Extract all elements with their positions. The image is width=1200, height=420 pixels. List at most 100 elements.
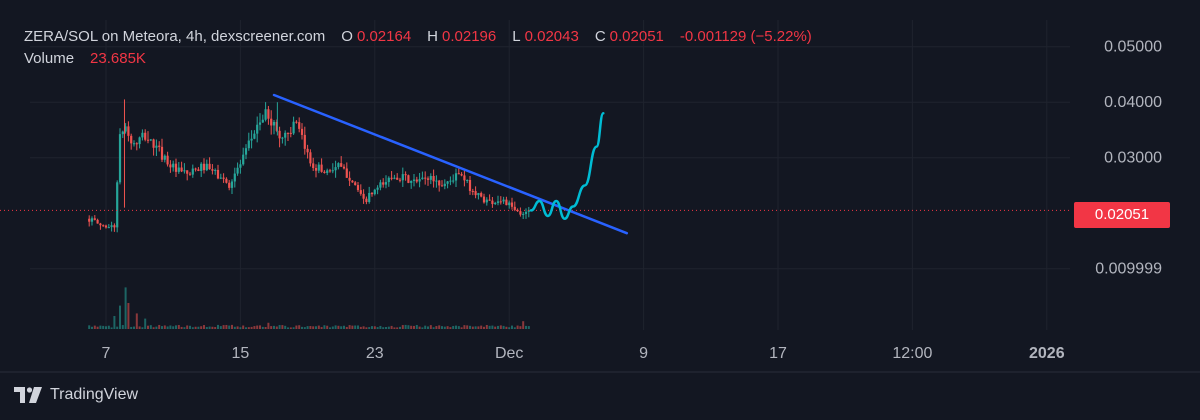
y-axis[interactable]: 0.05000 0.04000 0.03000 0.009999 [1095, 39, 1162, 278]
candle-body [471, 190, 474, 192]
volume-bar [477, 326, 480, 329]
candle-body [239, 164, 242, 168]
candle-body [300, 128, 304, 135]
change-value: -0.001129 (−5.22%) [679, 28, 812, 45]
candle-body [468, 180, 472, 191]
candle-body [149, 139, 152, 141]
volume-bars [88, 287, 530, 329]
volume-bar [147, 325, 149, 329]
volume-bar [250, 326, 253, 329]
candle-body [488, 199, 491, 201]
candle-body [270, 118, 273, 126]
candle-body [256, 124, 259, 134]
tradingview-brand[interactable]: TradingView [14, 386, 138, 404]
candle-body [477, 193, 480, 196]
volume-bar [499, 325, 502, 329]
candle-body [496, 201, 500, 203]
candle-body [233, 173, 236, 182]
y-tick-label: 0.009999 [1095, 261, 1162, 278]
volume-bar [253, 326, 256, 329]
volume-bar [415, 324, 418, 329]
volume-bar [343, 325, 345, 329]
volume-bar [228, 325, 231, 329]
volume-bar [91, 326, 93, 329]
volume-bar [312, 326, 315, 329]
volume-bar [197, 326, 200, 329]
candle-body [88, 218, 91, 222]
candle-body [205, 163, 208, 171]
volume-bar [135, 313, 138, 329]
volume-bar [508, 327, 511, 329]
candle-body [183, 170, 186, 172]
volume-bar [527, 326, 530, 329]
candle-body [494, 202, 497, 205]
candle-body [219, 177, 222, 179]
trendline[interactable] [272, 93, 629, 235]
volume-bar [284, 325, 287, 329]
candle-body [376, 187, 379, 190]
candle-body [272, 121, 276, 126]
candle-body [152, 139, 155, 148]
volume-bar [141, 327, 144, 329]
candle-body [342, 166, 346, 169]
volume-bar [219, 326, 222, 329]
candle-body [524, 211, 528, 214]
candle-body [188, 173, 192, 175]
volume-bar [298, 325, 301, 329]
candle-body [166, 155, 169, 165]
volume-bar [278, 325, 281, 329]
candle-body [510, 202, 514, 207]
candle-body [250, 138, 253, 141]
candle-body [418, 179, 421, 182]
volume-bar [511, 325, 513, 329]
volume-bar [110, 327, 113, 329]
volume-bar [93, 325, 96, 329]
volume-bar [303, 327, 306, 329]
volume-bar [222, 325, 225, 329]
volume-bar [466, 325, 469, 329]
candle-body [317, 164, 320, 171]
candle-body [211, 169, 214, 171]
close-label: C [594, 28, 606, 45]
candle-body [449, 180, 452, 182]
candle-body [387, 177, 390, 183]
volume-bar [239, 327, 242, 329]
candle-body [384, 182, 388, 185]
volume-bar [116, 326, 119, 329]
volume-bar [334, 325, 337, 329]
candle-body [348, 177, 351, 181]
candle-body [522, 213, 525, 215]
volume-bar [357, 325, 359, 329]
y-tick-label: 0.05000 [1104, 39, 1162, 56]
volume-bar [315, 326, 317, 329]
volume-bar [480, 325, 483, 329]
volume-bar [455, 325, 457, 329]
candle-body [499, 201, 502, 203]
candle-body [337, 163, 340, 168]
volume-bar [359, 326, 362, 329]
volume-bar [438, 325, 441, 329]
volume-bar [485, 324, 488, 329]
x-tick-label: 17 [769, 345, 787, 362]
volume-label: Volume [24, 50, 75, 67]
volume-bar [497, 325, 499, 329]
volume-bar [194, 326, 197, 329]
candle-body [116, 182, 119, 228]
volume-bar [326, 325, 329, 329]
volume-bar [127, 303, 130, 329]
projection-curve[interactable] [529, 112, 605, 221]
volume-bar [259, 325, 261, 329]
candle-body [379, 182, 382, 188]
x-tick-label: Dec [495, 345, 523, 362]
candle-body [172, 163, 175, 168]
candle-body [466, 180, 469, 182]
volume-bar [130, 326, 133, 329]
volume-bar [371, 326, 373, 329]
volume-bar [186, 325, 189, 329]
candle-body [281, 137, 284, 139]
volume-bar [424, 325, 427, 329]
volume-bar [491, 325, 494, 329]
x-axis[interactable]: 7 15 23 Dec 9 17 12:00 2026 [102, 345, 1065, 362]
volume-bar [119, 305, 121, 329]
